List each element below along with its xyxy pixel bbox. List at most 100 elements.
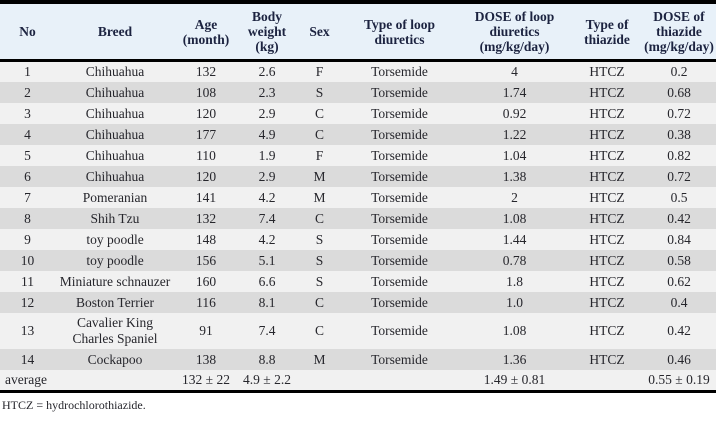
cell: toy poodle: [86, 231, 144, 247]
header-row: No Breed Age (month) Body weight (kg) Sex Typ…: [0, 2, 716, 62]
cell: 156: [195, 252, 217, 268]
cell: 6.6: [258, 273, 276, 289]
cell: 1: [24, 64, 31, 79]
cell: 2.3: [258, 84, 276, 100]
cell: C: [314, 126, 324, 142]
cell: 138: [195, 351, 217, 367]
cell: 120: [195, 168, 217, 184]
table-row: 8 Shih Tzu 132 7.4 C Torsemide 1.08 HTCZ 0.42: [0, 208, 716, 229]
cell: 12: [20, 294, 35, 310]
cell: 10: [20, 252, 35, 268]
table-row: 13 Cavalier King Charles Spaniel 91 7.4 C Tor…: [0, 313, 716, 349]
cell: 8.1: [258, 294, 276, 310]
cell: HTCZ: [589, 84, 625, 100]
average-cell: average: [0, 370, 55, 393]
cell: 0.5: [670, 189, 688, 205]
cell: 0.68: [667, 84, 691, 100]
cell: 3: [24, 105, 31, 121]
cell: 177: [195, 126, 217, 142]
average-cell: 4.9 ± 2.2: [237, 370, 297, 393]
cell: 0.38: [667, 126, 691, 142]
average-cell: [572, 370, 642, 393]
cell: 0.42: [667, 323, 691, 338]
cell: HTCZ: [589, 231, 625, 247]
table-row: 5 Chihuahua 110 1.9 F Torsemide 1.04 HTCZ 0.82: [0, 145, 716, 166]
cell: HTCZ: [589, 294, 625, 310]
column-header: DOSE of loop diuretics (mg/kg/day): [457, 2, 572, 62]
cell: HTCZ: [589, 105, 625, 121]
cell: 4: [511, 64, 518, 79]
cell: Torsemide: [371, 351, 428, 367]
table-header: No Breed Age (month) Body weight (kg) Sex Typ…: [0, 2, 716, 62]
cell: 0.4: [670, 294, 688, 310]
cell: HTCZ: [589, 351, 625, 367]
cell: 14: [20, 351, 35, 367]
cell: 1.08: [502, 323, 527, 338]
cell: 0.58: [667, 252, 691, 268]
cell: 1.04: [502, 147, 527, 163]
cell: 1.44: [502, 231, 527, 247]
cell: 0.78: [502, 252, 527, 268]
cell: Torsemide: [371, 105, 428, 121]
cell: HTCZ: [589, 323, 625, 338]
cell: 132: [195, 64, 217, 79]
cell: 2: [511, 189, 518, 205]
cell: 8.8: [258, 351, 276, 367]
cell: 2: [24, 84, 31, 100]
table-row: 6 Chihuahua 120 2.9 M Torsemide 1.38 HTCZ 0.72: [0, 166, 716, 187]
cell: 1.9: [258, 147, 276, 163]
average-cell: 0.55 ± 0.19: [642, 370, 716, 393]
cell: HTCZ: [589, 189, 625, 205]
cell: HTCZ: [589, 147, 625, 163]
cell: Cockapoo: [87, 351, 143, 367]
cell: 5.1: [258, 252, 276, 268]
cell: Torsemide: [371, 252, 428, 268]
cell: 0.2: [670, 64, 688, 79]
cell: 1.36: [502, 351, 527, 367]
cell: Chihuahua: [85, 105, 145, 121]
table-body: 1 Chihuahua 132 2.6 F Torsemide 4 HTCZ 0.2 2 Chihu…: [0, 60, 716, 393]
cell: Torsemide: [371, 323, 428, 338]
cell: 0.46: [667, 351, 691, 367]
cell: toy poodle: [86, 252, 144, 268]
cell: 4.2: [258, 189, 276, 205]
cell: Torsemide: [371, 147, 428, 163]
cell: C: [314, 294, 324, 310]
cell: C: [314, 105, 324, 121]
cell: Torsemide: [371, 84, 428, 100]
cell: 13: [20, 323, 35, 338]
cell: Chihuahua: [85, 64, 145, 79]
cell: 110: [196, 147, 216, 163]
cell: 4: [24, 126, 31, 142]
cell: 1.38: [502, 168, 527, 184]
cell: S: [315, 273, 324, 289]
cell: 4.2: [258, 231, 276, 247]
cell: Boston Terrier: [76, 294, 154, 310]
cell: Torsemide: [371, 294, 428, 310]
cell: 0.84: [667, 231, 691, 247]
cell: 0.82: [667, 147, 691, 163]
average-cell: 132 ± 22: [175, 370, 237, 393]
table-row: 3 Chihuahua 120 2.9 C Torsemide 0.92 HTCZ 0.72: [0, 103, 716, 124]
cell: S: [315, 252, 324, 268]
cell: F: [315, 147, 324, 163]
average-cell: 1.49 ± 0.81: [457, 370, 572, 393]
cell: 116: [196, 294, 216, 310]
cell: 0.62: [667, 273, 691, 289]
table-row: 7 Pomeranian 141 4.2 M Torsemide 2 HTCZ 0.5: [0, 187, 716, 208]
cell: HTCZ: [589, 168, 625, 184]
column-header: Sex: [297, 2, 342, 62]
cell: Torsemide: [371, 64, 428, 79]
table-footnote: HTCZ = hydrochlorothiazide.: [2, 398, 146, 412]
cell: Cavalier King Charles Spaniel: [72, 315, 158, 346]
table-figure: No Breed Age (month) Body weight (kg) Sex Typ…: [0, 0, 716, 412]
average-cell: [342, 370, 457, 393]
cell: 0.72: [667, 168, 691, 184]
cell: 148: [195, 231, 217, 247]
cell: F: [315, 64, 324, 79]
cell: C: [314, 210, 324, 226]
cell: 0.72: [667, 105, 691, 121]
cell: 1.22: [502, 126, 527, 142]
cell: 7.4: [258, 323, 276, 338]
cell: 132: [195, 210, 217, 226]
